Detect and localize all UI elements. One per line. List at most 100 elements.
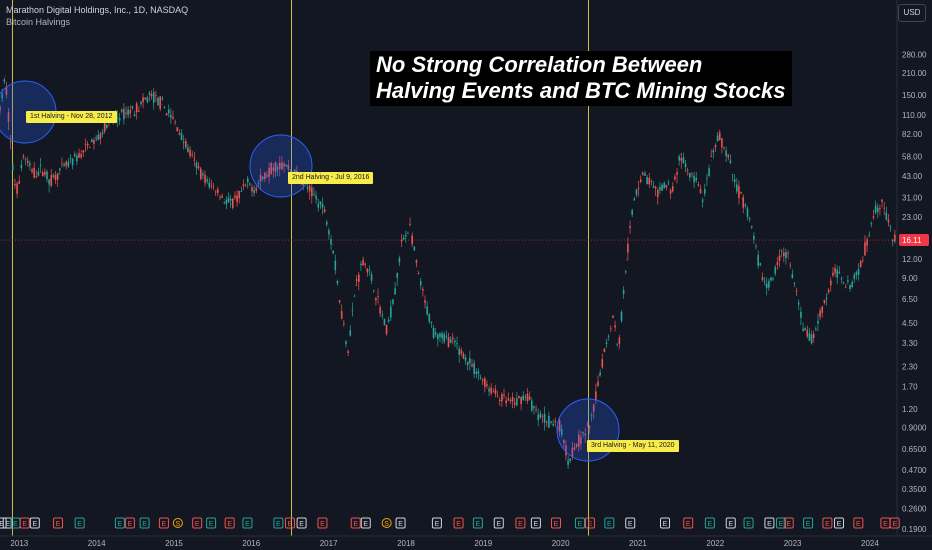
earnings-marker-label: E	[162, 521, 167, 528]
x-tick-label: 2021	[629, 539, 647, 548]
symbol-title: Marathon Digital Holdings, Inc., 1D, NAS…	[6, 5, 189, 15]
candle-body	[629, 226, 631, 229]
candle-body	[404, 234, 407, 237]
candle-body	[507, 398, 510, 401]
candle-body	[701, 200, 704, 203]
candle-body	[750, 226, 753, 228]
candle-body	[731, 174, 734, 176]
candle-body	[1, 93, 3, 99]
earnings-marker-label: E	[554, 521, 559, 528]
candle-body	[338, 300, 341, 303]
x-tick-label: 2024	[861, 539, 879, 548]
y-tick-label: 150.00	[902, 91, 927, 100]
candle-body	[464, 357, 467, 361]
earnings-marker-label: E	[518, 521, 523, 528]
candle-body	[270, 163, 273, 175]
candle-body	[644, 173, 646, 176]
candle-body	[84, 143, 87, 145]
series-point	[633, 199, 635, 201]
candle-body	[345, 341, 347, 345]
candle-body	[727, 155, 730, 158]
candle-body	[67, 161, 70, 167]
candle-body	[545, 422, 548, 423]
earnings-marker-label: E	[435, 521, 440, 528]
earnings-marker	[574, 517, 585, 529]
x-tick-label: 2020	[552, 539, 570, 548]
y-tick-label: 58.00	[902, 153, 923, 162]
candle-body	[76, 155, 78, 162]
candle-body	[469, 358, 471, 364]
series-point	[416, 270, 419, 272]
candle-body	[355, 279, 358, 281]
candle-body	[22, 156, 25, 158]
candle-body	[765, 283, 768, 288]
candle-body	[443, 334, 446, 342]
earnings-marker	[317, 517, 328, 529]
series-point	[811, 338, 813, 340]
earnings-marker	[704, 517, 715, 529]
earnings-marker	[284, 517, 295, 529]
candle-body	[887, 219, 890, 223]
candle-body	[135, 103, 138, 113]
series-point	[726, 153, 728, 156]
y-tick-label: 12.00	[902, 255, 923, 264]
candle-body	[7, 112, 10, 122]
candle-body	[360, 263, 362, 265]
candle-body	[795, 290, 798, 292]
candle-body	[759, 263, 762, 266]
candle-body	[86, 144, 89, 146]
candle-body	[259, 174, 262, 182]
earnings-marker	[124, 517, 135, 529]
series-point	[13, 180, 15, 182]
candle-body	[691, 173, 693, 175]
candle-body	[889, 227, 892, 229]
series-point	[583, 434, 585, 436]
candle-body	[283, 163, 285, 167]
y-tick-label: 0.6500	[902, 445, 927, 454]
candle-body	[340, 311, 343, 319]
candle-body	[296, 170, 298, 174]
series-point	[432, 330, 434, 332]
series-point	[126, 111, 129, 113]
series-point	[362, 258, 365, 260]
candle-body	[855, 272, 858, 275]
candle-body	[12, 164, 14, 170]
candle-body	[473, 363, 475, 374]
candle-body	[375, 297, 377, 301]
candle-body	[695, 177, 698, 181]
currency-button[interactable]: USD	[898, 4, 926, 22]
candle-body	[48, 179, 50, 185]
candle-body	[56, 173, 59, 180]
candle-body	[723, 147, 725, 149]
candle-body	[167, 109, 170, 114]
candle-body	[883, 207, 885, 209]
candle-body	[661, 184, 663, 191]
candle-body	[103, 121, 106, 132]
y-tick-label: 23.00	[902, 213, 923, 222]
series-point	[857, 270, 859, 272]
x-tick-label: 2013	[10, 539, 28, 548]
earnings-marker	[0, 517, 7, 529]
series-point	[150, 94, 152, 96]
earnings-marker-label: E	[245, 521, 250, 528]
candle-body	[242, 184, 245, 186]
series-point	[177, 127, 179, 129]
candle-body	[411, 235, 413, 245]
candle-body	[332, 250, 334, 254]
candle-body	[99, 133, 102, 140]
earnings-marker	[360, 517, 371, 529]
candle-body	[825, 297, 828, 300]
candle-body	[217, 189, 219, 193]
series-point	[672, 188, 674, 191]
series-point	[192, 159, 194, 161]
earnings-marker-label: E	[320, 521, 325, 528]
candle-body	[456, 342, 458, 344]
series-point	[664, 183, 666, 185]
candle-body	[522, 395, 525, 401]
candle-body	[763, 281, 766, 282]
candle-body	[31, 169, 33, 172]
candle-body	[840, 278, 843, 280]
indicator-name[interactable]: Bitcoin Halvings	[6, 17, 71, 27]
candle-body	[674, 176, 676, 180]
series-point	[246, 183, 249, 185]
